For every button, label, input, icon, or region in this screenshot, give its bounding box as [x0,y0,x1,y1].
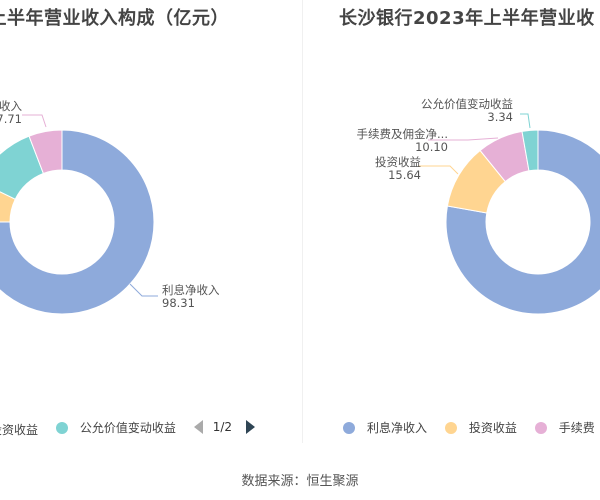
slice-fair-value[interactable] [521,129,539,172]
label-investment: 投资收益 15.64 [323,156,421,182]
right-legend: 利息净收入 投资收益 手续费 [343,419,600,439]
label-fee-value: 7.71 [0,112,22,126]
right-chart-panel: 长沙银行2023年上半年营业收 公允价值变动收益 3.34 手续费及佣金净...… [303,0,600,443]
left-chart-panel: 年上半年营业收入构成（亿元） 利息净收入 98.31 收入 7.71 投资收益 [0,0,302,443]
legend-label: 手续费 [558,421,595,435]
slice-investment[interactable] [0,182,16,223]
legend-item-investment[interactable]: 投资收益 [0,421,38,438]
leader-line-fair-value [520,113,531,129]
label-fee: 收入 7.71 [0,100,22,126]
legend-label: 投资收益 [0,422,39,437]
legend-dot-icon [55,421,68,434]
data-source-footer: 数据来源：恒生聚源 [241,474,359,489]
label-fee-name: 手续费及佣金净... [356,127,448,141]
legend-item-investment[interactable]: 投资收益 [444,419,517,436]
label-interest-value: 98.31 [162,296,195,310]
left-chart-title: 年上半年营业收入构成（亿元） [0,8,229,29]
prev-page-icon[interactable] [193,419,203,434]
label-fair-value-value: 3.34 [487,110,513,124]
label-fee-value: 10.10 [415,140,448,154]
legend-dot-icon [534,421,547,434]
legend-dot-icon [444,421,457,434]
leader-line-fee [22,114,47,128]
legend-item-interest[interactable]: 利息净收入 [343,419,427,436]
legend-label: 利息净收入 [367,421,428,435]
panel-divider [302,0,303,443]
slice-interest[interactable] [445,129,600,315]
left-donut-chart [0,114,158,315]
leader-line-investment [418,165,459,175]
legend-page-indicator: 1/2 [212,419,232,434]
legend-dot-icon [343,421,355,434]
label-fair-value-name: 公允价值变动收益 [421,97,513,111]
leader-line-fee [428,137,499,141]
label-fair-value: 公允价值变动收益 3.34 [373,98,513,124]
left-legend: 投资收益 公允价值变动收益 1/2 [0,419,255,439]
leader-line-interest [129,283,158,297]
label-interest-name: 利息净收入 [162,283,220,297]
label-fee-name: 收入 [0,99,22,113]
label-interest: 利息净收入 98.31 [162,284,220,310]
next-page-icon[interactable] [246,419,255,434]
legend-item-fee[interactable]: 手续费 [534,419,595,436]
label-investment-value: 15.64 [388,168,421,182]
label-investment-name: 投资收益 [375,155,421,169]
label-fee: 手续费及佣金净... 10.10 [323,128,448,154]
right-donut-chart [418,113,600,315]
legend-label: 投资收益 [468,421,517,435]
slice-fee[interactable] [28,129,63,175]
legend-item-fair-value[interactable]: 公允价值变动收益 [55,419,176,436]
legend-label: 公允价值变动收益 [79,421,176,435]
right-chart-title: 长沙银行2023年上半年营业收 [339,8,595,29]
slice-interest[interactable] [0,129,155,315]
legend-pager: 1/2 [193,419,255,434]
